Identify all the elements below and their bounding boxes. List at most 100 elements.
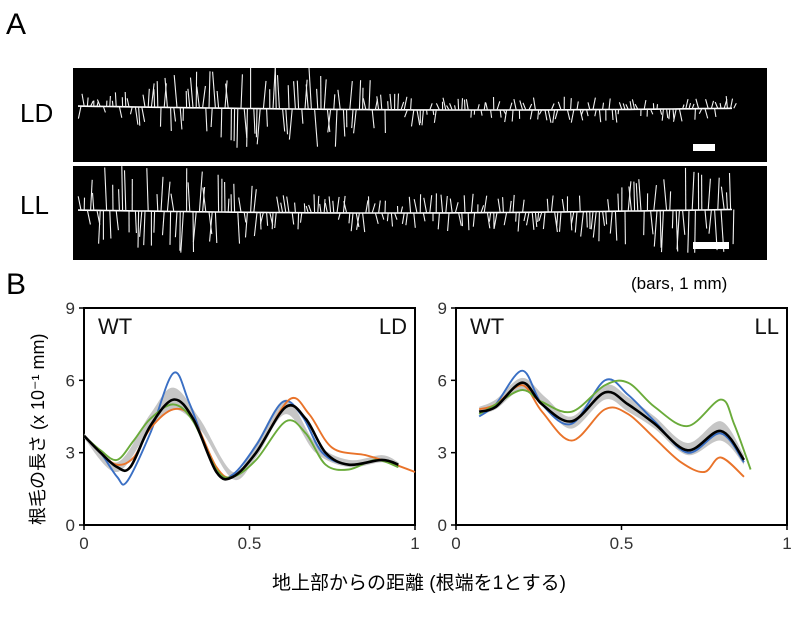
root-hair xyxy=(276,75,280,109)
root-hair xyxy=(173,107,177,122)
root-hair xyxy=(519,100,524,111)
root-hair xyxy=(253,212,258,237)
root-hair xyxy=(291,212,295,225)
root-hair xyxy=(570,98,572,110)
root-hair xyxy=(485,102,488,111)
root-hair xyxy=(578,195,581,212)
root-hair xyxy=(463,99,466,111)
root-hair xyxy=(303,203,306,213)
root-hair xyxy=(602,102,605,110)
root-hair xyxy=(531,212,535,230)
root-hair xyxy=(104,167,108,211)
root-hair xyxy=(547,109,552,123)
root-hair xyxy=(480,205,485,213)
ll-genotype-label: WT xyxy=(470,314,504,339)
ll-x-tick-label: 1 xyxy=(782,534,791,553)
root-hair xyxy=(634,103,639,110)
root-hair xyxy=(192,211,197,243)
root-hair xyxy=(259,212,264,224)
row-label-ll: LL xyxy=(20,190,49,220)
root-hair xyxy=(421,109,424,126)
root-hair xyxy=(671,210,674,229)
root-hair xyxy=(96,99,101,107)
root-hair xyxy=(138,106,141,126)
root-hair xyxy=(217,174,220,213)
ld-x-tick-label: 1 xyxy=(410,534,419,553)
root-hair xyxy=(390,212,394,227)
root-hair xyxy=(587,102,591,110)
root-hair xyxy=(371,109,375,129)
root-hair xyxy=(433,109,437,123)
ll-plot-frame xyxy=(455,307,788,526)
root-hair xyxy=(316,88,319,110)
root-hair xyxy=(404,109,408,118)
root-hair xyxy=(169,211,172,245)
root-hair xyxy=(365,200,369,214)
root-hair xyxy=(233,108,236,142)
root-hair xyxy=(717,177,720,210)
root-hair xyxy=(240,74,243,109)
root-hair xyxy=(368,80,371,110)
root-hair xyxy=(274,68,277,109)
root-hair xyxy=(212,71,216,109)
root-hair xyxy=(410,98,412,110)
root-hair xyxy=(327,109,332,133)
root-hair xyxy=(576,101,579,110)
root-hair xyxy=(457,98,460,111)
root-hair xyxy=(592,211,597,238)
root-hair xyxy=(705,99,709,109)
root-hair xyxy=(490,109,493,118)
root-hair xyxy=(594,109,597,117)
root-hair xyxy=(189,77,194,108)
root-hair xyxy=(532,97,536,110)
root-hair xyxy=(503,212,508,226)
root-hair xyxy=(513,98,517,111)
ll-y-tick-label: 6 xyxy=(438,371,447,390)
root-hair xyxy=(432,109,435,116)
scale-bar xyxy=(693,242,729,249)
root-hair xyxy=(449,103,453,111)
scale-bar xyxy=(693,144,715,151)
root-hair xyxy=(480,109,483,116)
root-hair xyxy=(732,209,735,245)
root-hair xyxy=(611,109,614,121)
root-hair xyxy=(253,189,257,213)
ld-y-tick-label: 9 xyxy=(66,299,75,318)
root-hair xyxy=(426,109,428,115)
root-hair xyxy=(139,210,143,237)
root-hair xyxy=(156,194,159,212)
root-hair xyxy=(672,108,675,120)
root-hair xyxy=(554,211,558,233)
root-hair xyxy=(123,170,127,211)
root-hair xyxy=(90,100,94,107)
root-hair xyxy=(561,199,565,212)
root-hair xyxy=(225,83,229,109)
root-hair xyxy=(324,202,328,214)
root-hair xyxy=(387,101,389,110)
root-hair xyxy=(317,195,320,213)
root-hair xyxy=(405,212,408,226)
root-hair xyxy=(525,212,530,226)
root-hair xyxy=(695,98,700,109)
root-hair xyxy=(293,81,296,110)
root-hair xyxy=(707,178,711,210)
root-hair xyxy=(617,193,620,212)
root-hair xyxy=(483,195,488,213)
ll-x-tick-label: 0.5 xyxy=(610,534,634,553)
root-hair xyxy=(447,212,450,232)
root-hair xyxy=(488,212,492,222)
root-hair xyxy=(337,212,341,220)
root-hair xyxy=(687,210,690,253)
root-hair xyxy=(714,101,719,109)
root-hair xyxy=(422,212,426,222)
root-hair xyxy=(238,197,242,213)
root-hair xyxy=(661,109,664,121)
root-hair xyxy=(214,211,218,244)
root-hair xyxy=(682,104,685,110)
root-hair xyxy=(114,92,117,107)
root-hair xyxy=(280,202,284,213)
root-hair xyxy=(224,80,228,109)
root-hair xyxy=(378,200,381,214)
root-hair xyxy=(556,211,559,227)
root-hair xyxy=(633,181,636,212)
